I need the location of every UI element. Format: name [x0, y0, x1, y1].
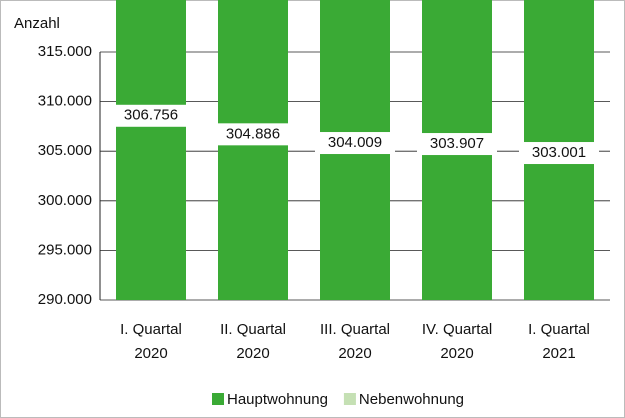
x-tick-label: 2020: [338, 345, 371, 362]
x-tick-label: 2020: [236, 345, 269, 362]
total-label: 303.907: [430, 135, 484, 152]
y-axis-title: Anzahl: [14, 15, 60, 32]
legend-swatch: [343, 393, 356, 405]
y-tick-label: 300.000: [38, 192, 92, 209]
x-tick-label: I. Quartal: [528, 321, 590, 338]
y-tick-label: 290.000: [38, 291, 92, 308]
total-label-bg: [111, 104, 191, 127]
y-tick-label: 315.000: [38, 43, 92, 60]
y-tick-label: 310.000: [38, 93, 92, 110]
x-tick-label: 2021: [542, 345, 575, 362]
total-label-bg: [213, 123, 293, 146]
y-tick-label: 295.000: [38, 241, 92, 258]
total-label: 306.756: [124, 107, 178, 124]
total-label-bg: [417, 133, 497, 156]
legend-label: Hauptwohnung: [227, 391, 328, 408]
total-label: 304.886: [226, 125, 280, 142]
total-label: 304.009: [328, 134, 382, 151]
x-tick-label: IV. Quartal: [422, 321, 492, 338]
total-label: 303.001: [532, 144, 586, 161]
x-tick-label: III. Quartal: [320, 321, 390, 338]
bar-segment: [116, 0, 186, 300]
x-tick-label: 2020: [134, 345, 167, 362]
y-tick-label: 305.000: [38, 142, 92, 159]
bar-segment: [218, 0, 288, 300]
x-tick-label: II. Quartal: [220, 321, 286, 338]
legend-label: Nebenwohnung: [359, 391, 464, 408]
x-tick-label: I. Quartal: [120, 321, 182, 338]
legend-swatch: [212, 393, 224, 405]
x-tick-label: 2020: [440, 345, 473, 362]
total-label-bg: [315, 132, 395, 155]
total-label-bg: [519, 142, 599, 165]
